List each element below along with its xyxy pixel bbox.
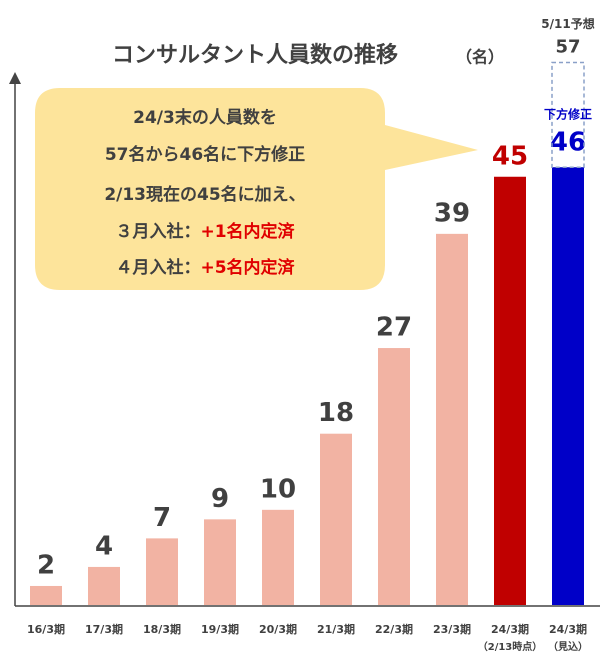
value-label: 39 — [434, 198, 470, 228]
chart-title: コンサルタント人員数の推移 — [112, 42, 398, 68]
x-tick-label: 20/3期 — [259, 622, 297, 636]
bar — [494, 176, 526, 605]
x-tick-note: （2/13時点） — [478, 640, 543, 653]
forecast-value: 57 — [555, 37, 580, 58]
axis-arrow — [9, 72, 21, 84]
bar — [378, 348, 410, 605]
value-label: 7 — [153, 503, 171, 533]
value-label: 46 — [550, 128, 586, 158]
bar — [436, 233, 468, 605]
value-label: 27 — [376, 313, 412, 343]
bar — [88, 566, 120, 605]
revision-label: 下方修正 — [544, 107, 592, 122]
x-tick-label: 23/3期 — [433, 622, 471, 636]
bar — [320, 433, 352, 605]
value-label: 10 — [260, 474, 296, 504]
bar — [204, 519, 236, 605]
callout-line: 24/3末の人員数を — [133, 107, 277, 128]
bar — [30, 585, 62, 605]
callout-text: ３月入社： — [115, 221, 200, 242]
bar — [262, 509, 294, 605]
x-tick-note: （見込） — [548, 640, 588, 653]
value-label: 18 — [318, 398, 354, 428]
callout-line: 57名から46名に下方修正 — [105, 144, 305, 165]
callout-line: 2/13現在の45名に加え、 — [104, 184, 305, 205]
bar — [146, 538, 178, 605]
callout-text: 2/13現在の45名に加え、 — [104, 184, 305, 205]
callout-text: ４月入社： — [115, 257, 200, 278]
x-tick-label: 16/3期 — [27, 622, 65, 636]
callout-text: +5名内定済 — [200, 257, 295, 278]
callout-text: +1名内定済 — [200, 221, 295, 242]
callout-text: 24/3末の人員数を — [133, 107, 277, 128]
x-tick-label: 17/3期 — [85, 622, 123, 636]
unit-label: （名） — [456, 48, 504, 67]
value-label: 2 — [37, 550, 55, 580]
x-tick-label: 21/3期 — [317, 622, 355, 636]
x-tick-label: 18/3期 — [143, 622, 181, 636]
callout-line: ４月入社：+5名内定済 — [115, 257, 295, 278]
forecast-label: 5/11予想 — [541, 16, 594, 31]
x-tick-label: 24/3期 — [549, 622, 587, 636]
value-label: 4 — [95, 531, 113, 561]
x-tick-label: 24/3期 — [491, 622, 529, 636]
callout-text: 57名から46名に下方修正 — [105, 144, 305, 165]
forecast-box — [551, 61, 585, 168]
callout-line: ３月入社：+1名内定済 — [115, 221, 295, 242]
value-label: 45 — [492, 141, 528, 171]
bar — [552, 167, 584, 605]
x-tick-label: 19/3期 — [201, 622, 239, 636]
callout-box — [35, 88, 478, 290]
value-label: 9 — [211, 484, 229, 514]
x-tick-label: 22/3期 — [375, 622, 413, 636]
